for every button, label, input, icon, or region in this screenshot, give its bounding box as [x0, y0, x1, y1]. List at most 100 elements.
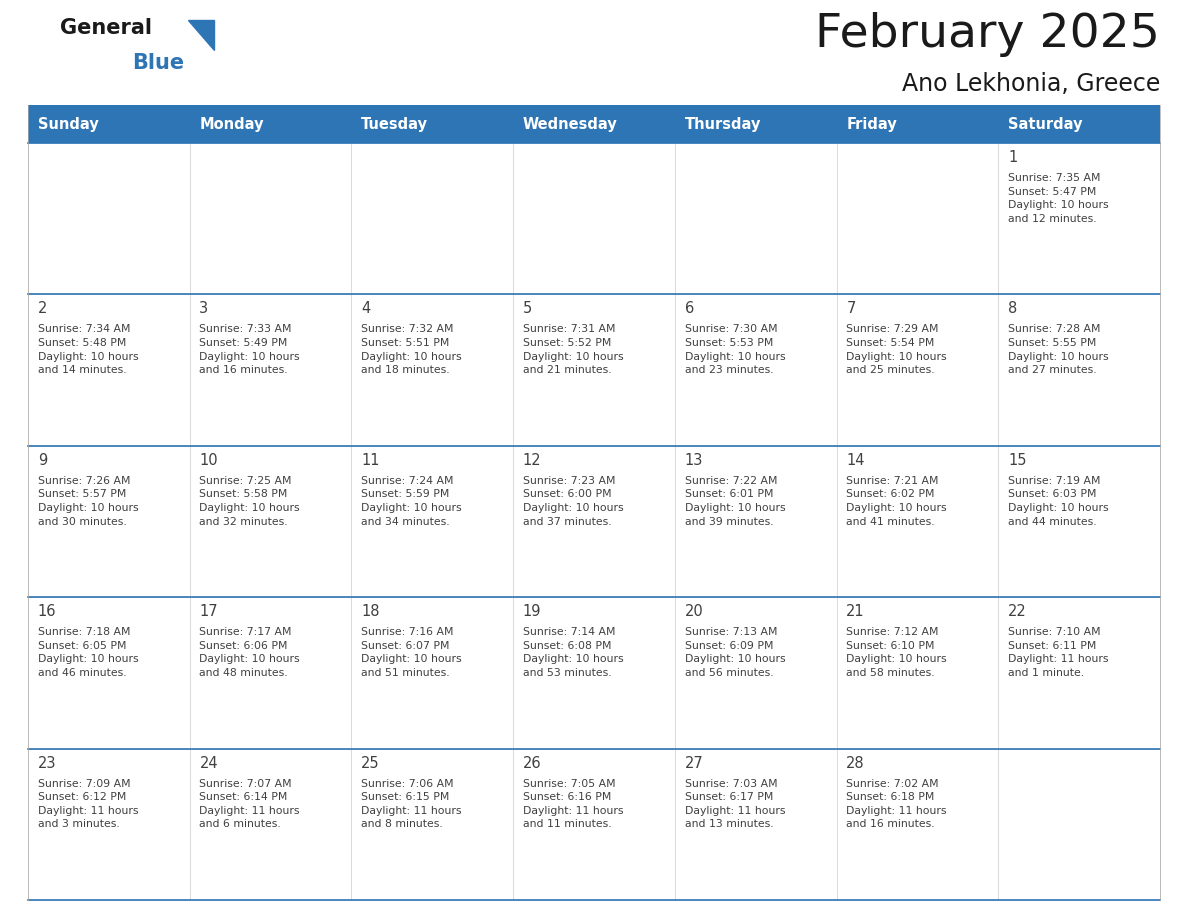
Text: February 2025: February 2025	[815, 12, 1159, 57]
Text: Sunrise: 7:03 AM
Sunset: 6:17 PM
Daylight: 11 hours
and 13 minutes.: Sunrise: 7:03 AM Sunset: 6:17 PM Dayligh…	[684, 778, 785, 829]
Text: Sunrise: 7:21 AM
Sunset: 6:02 PM
Daylight: 10 hours
and 41 minutes.: Sunrise: 7:21 AM Sunset: 6:02 PM Dayligh…	[846, 476, 947, 527]
Text: Thursday: Thursday	[684, 117, 762, 131]
Bar	[513, 446, 675, 598]
Text: 4: 4	[361, 301, 371, 317]
Text: Blue: Blue	[132, 53, 184, 73]
Text: Monday: Monday	[200, 117, 264, 131]
Text: 19: 19	[523, 604, 542, 620]
Bar	[675, 748, 836, 900]
Bar	[836, 748, 998, 900]
Bar	[513, 598, 675, 748]
Text: 22: 22	[1007, 604, 1026, 620]
Text: Sunrise: 7:30 AM
Sunset: 5:53 PM
Daylight: 10 hours
and 23 minutes.: Sunrise: 7:30 AM Sunset: 5:53 PM Dayligh…	[684, 324, 785, 375]
Text: Sunrise: 7:09 AM
Sunset: 6:12 PM
Daylight: 11 hours
and 3 minutes.: Sunrise: 7:09 AM Sunset: 6:12 PM Dayligh…	[38, 778, 138, 829]
Bar	[29, 748, 190, 900]
Bar	[998, 598, 1159, 748]
Bar	[836, 446, 998, 598]
Bar	[836, 295, 998, 446]
Text: 21: 21	[846, 604, 865, 620]
Text: 27: 27	[684, 756, 703, 770]
Text: Sunrise: 7:18 AM
Sunset: 6:05 PM
Daylight: 10 hours
and 46 minutes.: Sunrise: 7:18 AM Sunset: 6:05 PM Dayligh…	[38, 627, 138, 678]
Bar	[352, 143, 513, 295]
Text: Sunrise: 7:16 AM
Sunset: 6:07 PM
Daylight: 10 hours
and 51 minutes.: Sunrise: 7:16 AM Sunset: 6:07 PM Dayligh…	[361, 627, 462, 678]
Text: Sunrise: 7:07 AM
Sunset: 6:14 PM
Daylight: 11 hours
and 6 minutes.: Sunrise: 7:07 AM Sunset: 6:14 PM Dayligh…	[200, 778, 299, 829]
Bar	[675, 598, 836, 748]
Text: Sunrise: 7:10 AM
Sunset: 6:11 PM
Daylight: 11 hours
and 1 minute.: Sunrise: 7:10 AM Sunset: 6:11 PM Dayligh…	[1007, 627, 1108, 678]
Text: 5: 5	[523, 301, 532, 317]
Bar	[998, 105, 1159, 143]
Bar	[190, 105, 352, 143]
Bar	[352, 105, 513, 143]
Text: Sunrise: 7:12 AM
Sunset: 6:10 PM
Daylight: 10 hours
and 58 minutes.: Sunrise: 7:12 AM Sunset: 6:10 PM Dayligh…	[846, 627, 947, 678]
Text: Sunrise: 7:34 AM
Sunset: 5:48 PM
Daylight: 10 hours
and 14 minutes.: Sunrise: 7:34 AM Sunset: 5:48 PM Dayligh…	[38, 324, 138, 375]
Bar	[190, 143, 352, 295]
Bar	[352, 446, 513, 598]
Text: Saturday: Saturday	[1007, 117, 1082, 131]
Bar	[513, 105, 675, 143]
Text: 1: 1	[1007, 150, 1017, 165]
Text: 13: 13	[684, 453, 703, 468]
Text: Sunrise: 7:14 AM
Sunset: 6:08 PM
Daylight: 10 hours
and 53 minutes.: Sunrise: 7:14 AM Sunset: 6:08 PM Dayligh…	[523, 627, 624, 678]
Text: Sunrise: 7:29 AM
Sunset: 5:54 PM
Daylight: 10 hours
and 25 minutes.: Sunrise: 7:29 AM Sunset: 5:54 PM Dayligh…	[846, 324, 947, 375]
Text: Sunrise: 7:25 AM
Sunset: 5:58 PM
Daylight: 10 hours
and 32 minutes.: Sunrise: 7:25 AM Sunset: 5:58 PM Dayligh…	[200, 476, 301, 527]
Bar	[675, 105, 836, 143]
Bar	[513, 295, 675, 446]
Text: Sunrise: 7:31 AM
Sunset: 5:52 PM
Daylight: 10 hours
and 21 minutes.: Sunrise: 7:31 AM Sunset: 5:52 PM Dayligh…	[523, 324, 624, 375]
Text: 18: 18	[361, 604, 380, 620]
Text: 16: 16	[38, 604, 56, 620]
Text: 9: 9	[38, 453, 48, 468]
Text: 24: 24	[200, 756, 219, 770]
Bar	[29, 295, 190, 446]
Text: Tuesday: Tuesday	[361, 117, 428, 131]
Bar	[29, 446, 190, 598]
Text: 8: 8	[1007, 301, 1017, 317]
Text: Friday: Friday	[846, 117, 897, 131]
Text: Sunrise: 7:13 AM
Sunset: 6:09 PM
Daylight: 10 hours
and 56 minutes.: Sunrise: 7:13 AM Sunset: 6:09 PM Dayligh…	[684, 627, 785, 678]
Text: Sunrise: 7:33 AM
Sunset: 5:49 PM
Daylight: 10 hours
and 16 minutes.: Sunrise: 7:33 AM Sunset: 5:49 PM Dayligh…	[200, 324, 301, 375]
Text: Wednesday: Wednesday	[523, 117, 618, 131]
Text: Sunrise: 7:23 AM
Sunset: 6:00 PM
Daylight: 10 hours
and 37 minutes.: Sunrise: 7:23 AM Sunset: 6:00 PM Dayligh…	[523, 476, 624, 527]
Text: Sunrise: 7:19 AM
Sunset: 6:03 PM
Daylight: 10 hours
and 44 minutes.: Sunrise: 7:19 AM Sunset: 6:03 PM Dayligh…	[1007, 476, 1108, 527]
Text: 2: 2	[38, 301, 48, 317]
Text: 3: 3	[200, 301, 209, 317]
Text: 10: 10	[200, 453, 219, 468]
Bar	[29, 105, 190, 143]
Polygon shape	[188, 20, 214, 50]
Text: Sunrise: 7:02 AM
Sunset: 6:18 PM
Daylight: 11 hours
and 16 minutes.: Sunrise: 7:02 AM Sunset: 6:18 PM Dayligh…	[846, 778, 947, 829]
Bar	[29, 143, 190, 295]
Bar	[513, 143, 675, 295]
Bar	[190, 446, 352, 598]
Text: 28: 28	[846, 756, 865, 770]
Text: Sunrise: 7:32 AM
Sunset: 5:51 PM
Daylight: 10 hours
and 18 minutes.: Sunrise: 7:32 AM Sunset: 5:51 PM Dayligh…	[361, 324, 462, 375]
Text: Sunrise: 7:24 AM
Sunset: 5:59 PM
Daylight: 10 hours
and 34 minutes.: Sunrise: 7:24 AM Sunset: 5:59 PM Dayligh…	[361, 476, 462, 527]
Bar	[998, 143, 1159, 295]
Text: Sunday: Sunday	[38, 117, 99, 131]
Bar	[352, 748, 513, 900]
Text: 17: 17	[200, 604, 219, 620]
Text: Sunrise: 7:28 AM
Sunset: 5:55 PM
Daylight: 10 hours
and 27 minutes.: Sunrise: 7:28 AM Sunset: 5:55 PM Dayligh…	[1007, 324, 1108, 375]
Text: 6: 6	[684, 301, 694, 317]
Text: 15: 15	[1007, 453, 1026, 468]
Text: 26: 26	[523, 756, 542, 770]
Bar	[998, 748, 1159, 900]
Bar	[513, 748, 675, 900]
Text: 12: 12	[523, 453, 542, 468]
Bar	[675, 446, 836, 598]
Text: Sunrise: 7:17 AM
Sunset: 6:06 PM
Daylight: 10 hours
and 48 minutes.: Sunrise: 7:17 AM Sunset: 6:06 PM Dayligh…	[200, 627, 301, 678]
Bar	[352, 295, 513, 446]
Text: 14: 14	[846, 453, 865, 468]
Bar	[836, 598, 998, 748]
Text: General: General	[61, 18, 152, 38]
Bar	[190, 295, 352, 446]
Text: Sunrise: 7:35 AM
Sunset: 5:47 PM
Daylight: 10 hours
and 12 minutes.: Sunrise: 7:35 AM Sunset: 5:47 PM Dayligh…	[1007, 173, 1108, 224]
Bar	[675, 143, 836, 295]
Bar	[998, 295, 1159, 446]
Bar	[352, 598, 513, 748]
Text: Sunrise: 7:22 AM
Sunset: 6:01 PM
Daylight: 10 hours
and 39 minutes.: Sunrise: 7:22 AM Sunset: 6:01 PM Dayligh…	[684, 476, 785, 527]
Text: Ano Lekhonia, Greece: Ano Lekhonia, Greece	[902, 72, 1159, 96]
Text: 25: 25	[361, 756, 380, 770]
Text: 23: 23	[38, 756, 56, 770]
Bar	[836, 105, 998, 143]
Bar	[190, 598, 352, 748]
Text: Sunrise: 7:26 AM
Sunset: 5:57 PM
Daylight: 10 hours
and 30 minutes.: Sunrise: 7:26 AM Sunset: 5:57 PM Dayligh…	[38, 476, 138, 527]
